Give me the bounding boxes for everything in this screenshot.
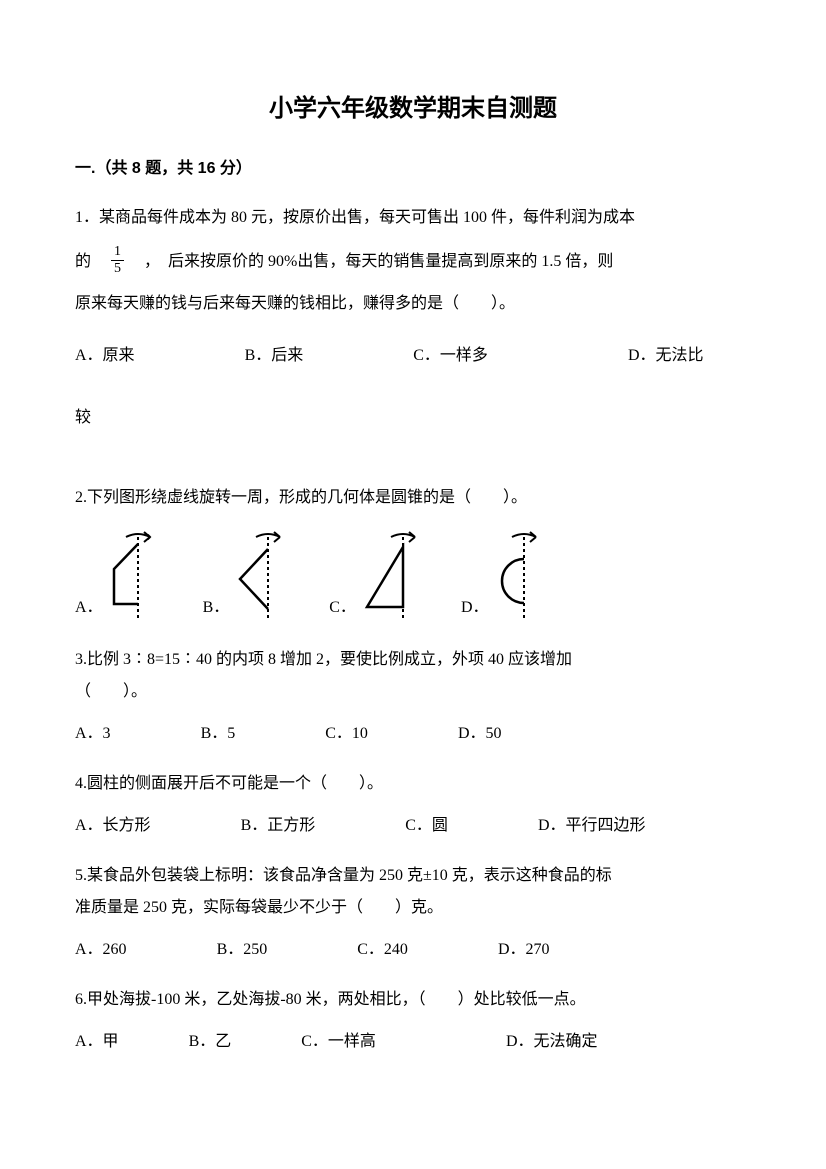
shape-c-icon [361,529,421,624]
shape-a-icon [108,529,163,624]
q4-option-b: B．正方形 [241,810,316,842]
q2-text: 2.下列图形绕虚线旋转一周，形成的几何体是圆锥的是（ ）。 [75,482,751,514]
q5-text2: 准质量是 250 克，实际每袋最少不少于（ ）克。 [75,892,751,924]
q1-line3: 原来每天赚的钱与后来每天赚的钱相比，赚得多的是（ ）。 [75,288,751,320]
q6-options: A．甲 B．乙 C．一样高 D．无法确定 [75,1026,751,1058]
q1-line2-post: ， 后来按原价的 90%出售，每天的销售量提高到原来的 1.5 倍，则 [128,253,613,270]
q2-label-b: B． [203,592,230,624]
question-4: 4.圆柱的侧面展开后不可能是一个（ ）。 A．长方形 B．正方形 C．圆 D．平… [75,768,751,842]
q6-option-c: C．一样高 [301,1026,376,1058]
q1-line2-pre: 的 [75,253,107,270]
q5-option-a: A．260 [75,934,127,966]
q4-option-c: C．圆 [405,810,448,842]
q6-option-b: B．乙 [189,1026,232,1058]
q1-options: A．原来 B．后来 C．一样多 D．无法比 [75,340,751,372]
q1-option-a: A．原来 [75,340,135,372]
q1-option-c: C．一样多 [413,340,488,372]
shape-d-icon [494,529,544,624]
q1-line2: 的 1 5 ， 后来按原价的 90%出售，每天的销售量提高到原来的 1.5 倍，… [75,246,751,278]
q2-label-c: C． [329,592,356,624]
q3-option-c: C．10 [325,718,368,750]
fraction-denominator: 5 [111,261,124,276]
q2-option-d: D． [461,529,544,624]
q4-options: A．长方形 B．正方形 C．圆 D．平行四边形 [75,810,751,842]
q3-option-b: B．5 [201,718,236,750]
q2-option-c: C． [329,529,421,624]
q6-text: 6.甲处海拔-100 米，乙处海拔-80 米，两处相比，（ ）处比较低一点。 [75,984,751,1016]
q3-option-d: D．50 [458,718,502,750]
q3-options: A．3 B．5 C．10 D．50 [75,718,751,750]
q5-option-c: C．240 [357,934,408,966]
q5-text1: 5.某食品外包装袋上标明：该食品净含量为 250 克±10 克，表示这种食品的标 [75,860,751,892]
shape-b-icon [234,529,289,624]
q2-option-a: A． [75,529,163,624]
q2-label-d: D． [461,592,489,624]
q6-option-d: D．无法确定 [506,1026,598,1058]
q2-options: A． B． C． [75,529,751,624]
q3-option-a: A．3 [75,718,111,750]
q1-fraction: 1 5 [111,244,124,276]
q1-line1: 1．某商品每件成本为 80 元，按原价出售，每天可售出 100 件，每件利润为成… [75,202,751,234]
q4-text: 4.圆柱的侧面展开后不可能是一个（ ）。 [75,768,751,800]
q2-label-a: A． [75,592,103,624]
q6-option-a: A．甲 [75,1026,119,1058]
q1-option-b: B．后来 [245,340,304,372]
page-title: 小学六年级数学期末自测题 [75,90,751,128]
q2-option-b: B． [203,529,290,624]
question-6: 6.甲处海拔-100 米，乙处海拔-80 米，两处相比，（ ）处比较低一点。 A… [75,984,751,1058]
q4-option-a: A．长方形 [75,810,151,842]
q5-option-b: B．250 [217,934,268,966]
q4-option-d: D．平行四边形 [538,810,646,842]
fraction-numerator: 1 [111,244,124,260]
section-header: 一.（共 8 题，共 16 分） [75,156,751,182]
question-1: 1．某商品每件成本为 80 元，按原价出售，每天可售出 100 件，每件利润为成… [75,202,751,434]
question-3: 3.比例 3∶8=15∶40 的内项 8 增加 2，要使比例成立，外项 40 应… [75,644,751,750]
q1-option-d1: D．无法比 [628,340,704,372]
q5-option-d: D．270 [498,934,550,966]
q1-option-d2: 较 [75,402,751,434]
q3-text2: （ ）。 [75,676,751,708]
question-2: 2.下列图形绕虚线旋转一周，形成的几何体是圆锥的是（ ）。 A． B． [75,482,751,624]
q3-text1: 3.比例 3∶8=15∶40 的内项 8 增加 2，要使比例成立，外项 40 应… [75,644,751,676]
q5-options: A．260 B．250 C．240 D．270 [75,934,751,966]
question-5: 5.某食品外包装袋上标明：该食品净含量为 250 克±10 克，表示这种食品的标… [75,860,751,966]
